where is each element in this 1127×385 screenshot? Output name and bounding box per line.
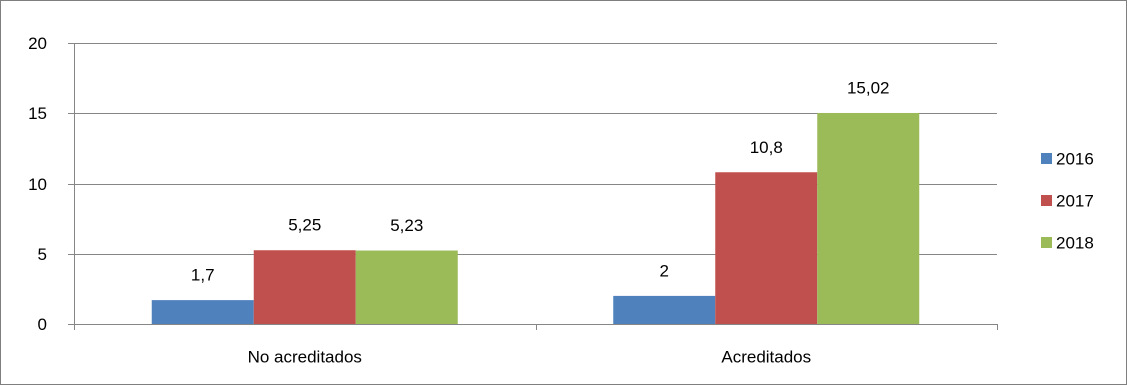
- y-tick-label: 10: [28, 175, 47, 194]
- data-label: 5,23: [390, 216, 423, 235]
- bars: [151, 112, 920, 325]
- data-label: 15,02: [847, 78, 890, 97]
- bar-2017-no-acreditados: [253, 250, 356, 324]
- y-tick-label: 20: [28, 34, 47, 53]
- data-label: 1,7: [191, 266, 215, 285]
- bar-2017-acreditados: [715, 172, 818, 324]
- data-label: 5,25: [288, 216, 321, 235]
- bar-2016-no-acreditados: [151, 300, 254, 324]
- data-label: 10,8: [750, 138, 783, 157]
- legend-label: 2017: [1056, 192, 1094, 211]
- bar-2018-no-acreditados: [355, 250, 458, 324]
- y-tick-label: 5: [38, 245, 47, 264]
- legend-swatch-2016: [1041, 153, 1052, 164]
- data-labels: 1,7 5,25 5,23 2 10,8 15,02: [191, 78, 890, 284]
- legend-swatch-2017: [1041, 195, 1052, 206]
- axes: 0 5 10 15 20 No acreditados Acreditados: [28, 34, 998, 367]
- legend-label: 2016: [1056, 150, 1094, 169]
- y-tick-label: 15: [28, 104, 47, 123]
- legend: 2016 2017 2018: [1041, 150, 1094, 253]
- category-label: No acreditados: [248, 348, 362, 367]
- category-label: Acreditados: [721, 348, 811, 367]
- bar-2018-acreditados: [817, 112, 920, 325]
- bar-2016-acreditados: [613, 295, 716, 324]
- y-tick-label: 0: [38, 315, 47, 334]
- legend-label: 2018: [1056, 234, 1094, 253]
- data-label: 2: [660, 261, 669, 280]
- legend-swatch-2018: [1041, 237, 1052, 248]
